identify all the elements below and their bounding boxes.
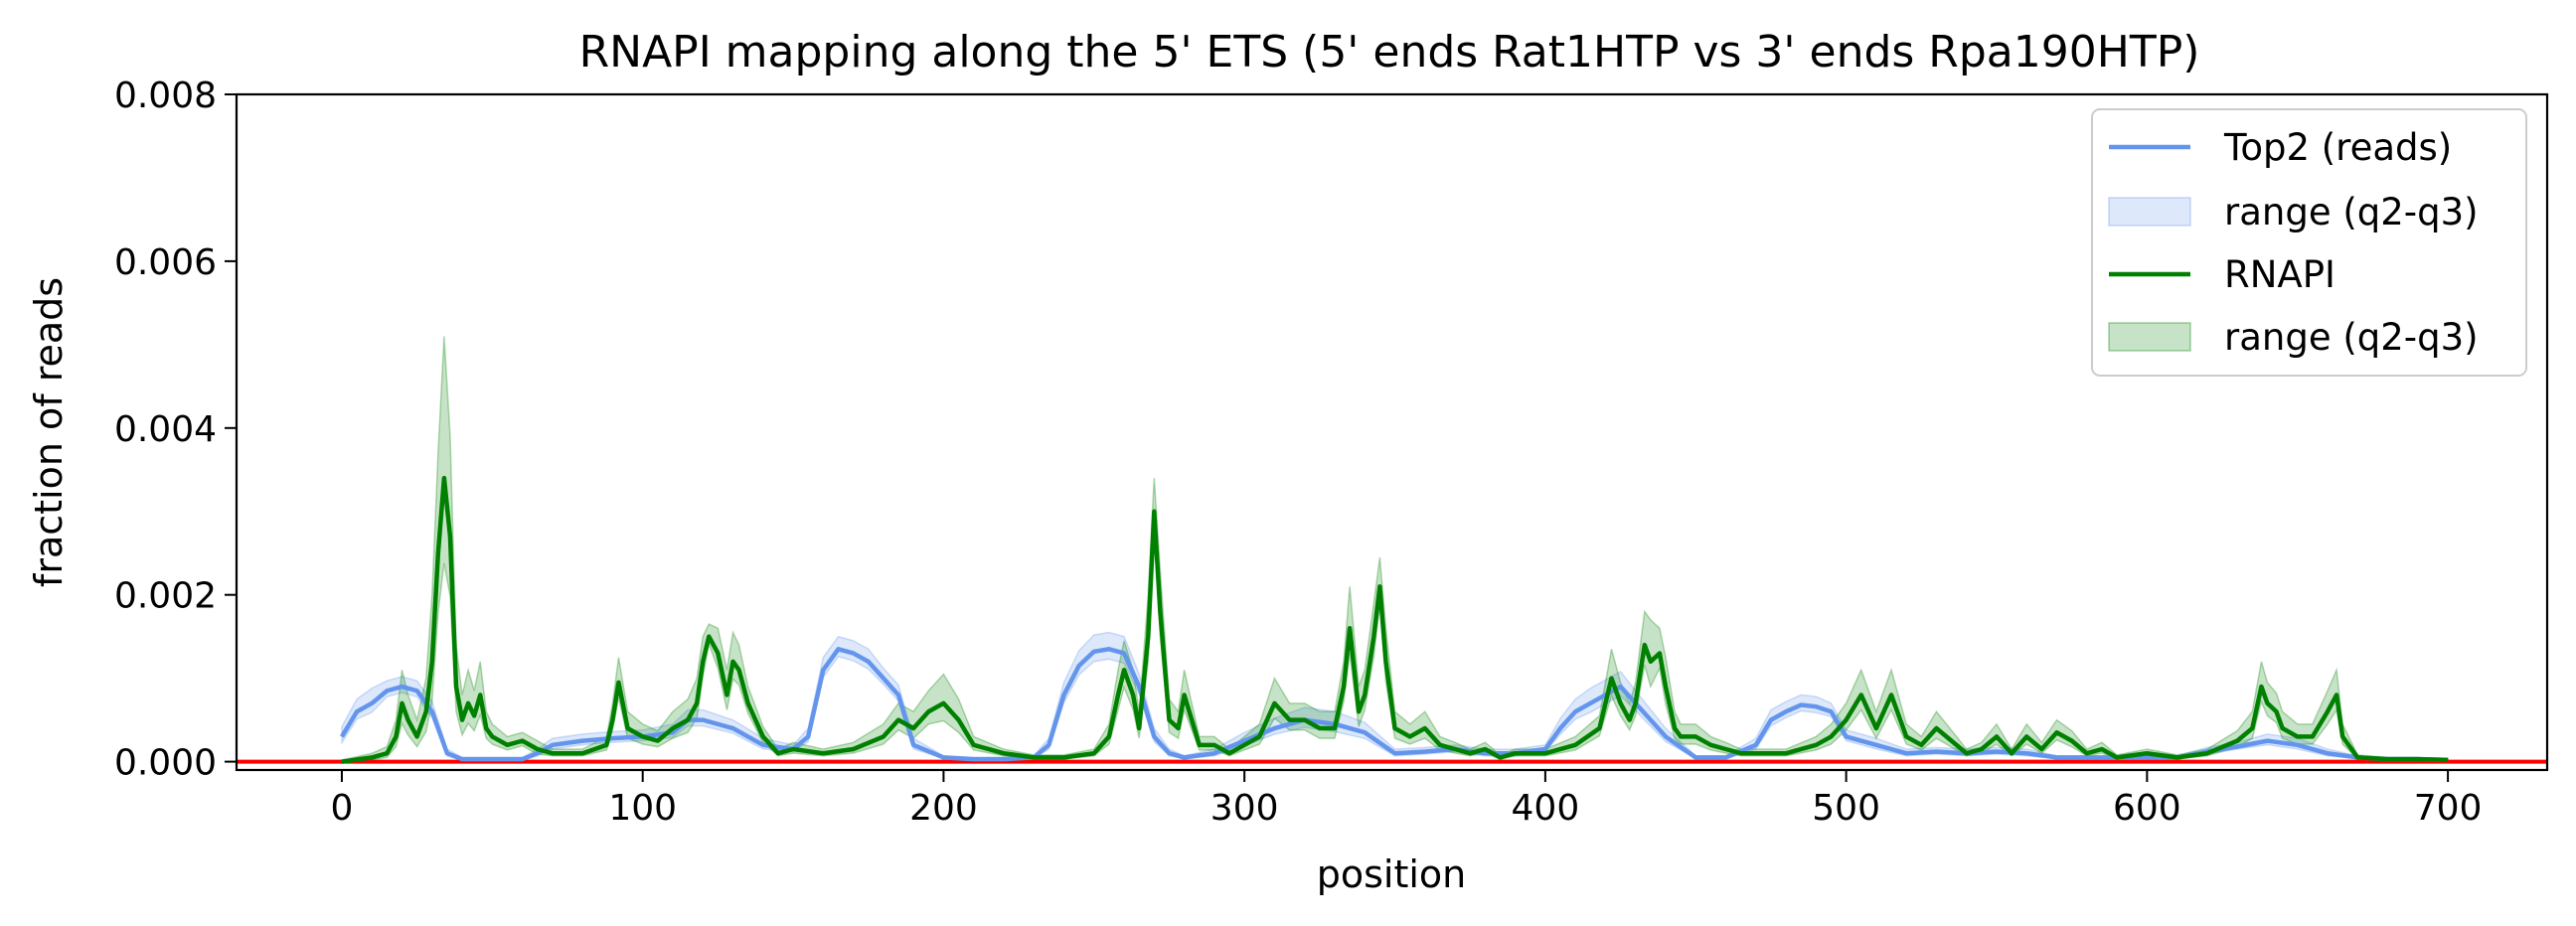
range-bands: [341, 336, 2449, 763]
y-tick-label: 0.006: [114, 242, 217, 283]
chart-title: RNAPI mapping along the 5' ETS (5' ends …: [579, 27, 2200, 77]
series-lines: [340, 475, 2449, 764]
legend-band-swatch: [2108, 197, 2191, 227]
axes-frame: [235, 92, 2549, 772]
x-tick-label: 300: [1210, 788, 1279, 829]
x-axis-title: position: [1317, 852, 1467, 896]
legend-label: RNAPI: [2224, 253, 2335, 296]
legend-frame: [2091, 108, 2527, 377]
legend-label: range (q2-q3): [2224, 316, 2479, 359]
y-tick-label: 0.008: [114, 76, 217, 116]
legend-items: Top2 (reads) range (q2-q3) RNAPI range (q2-…: [2108, 126, 2479, 359]
legend-label: range (q2-q3): [2224, 191, 2479, 233]
y-axis-ticks: 0.000 0.002 0.004 0.006 0.008: [114, 76, 237, 784]
y-tick-label: 0.000: [114, 743, 217, 784]
x-tick-label: 0: [331, 788, 354, 829]
x-tick-label: 500: [1812, 788, 1880, 829]
x-tick-label: 200: [909, 788, 978, 829]
x-tick-label: 100: [608, 788, 677, 829]
y-tick-label: 0.002: [114, 576, 217, 617]
range-band-rnapi: [341, 336, 2449, 763]
legend-label: Top2 (reads): [2223, 126, 2452, 169]
y-tick-label: 0.004: [114, 409, 217, 450]
legend: Top2 (reads) range (q2-q3) RNAPI range (q2-…: [2091, 108, 2527, 377]
series-line-rnapi: [341, 475, 2449, 764]
y-axis-title: fraction of reads: [27, 277, 71, 587]
plot-area: [237, 336, 2547, 764]
x-tick-label: 400: [1512, 788, 1580, 829]
legend-band-swatch: [2108, 322, 2191, 352]
x-tick-label: 600: [2113, 788, 2181, 829]
x-tick-label: 700: [2414, 788, 2483, 829]
x-axis-ticks: 0 100 200 300 400 500 600 700: [331, 770, 2483, 829]
